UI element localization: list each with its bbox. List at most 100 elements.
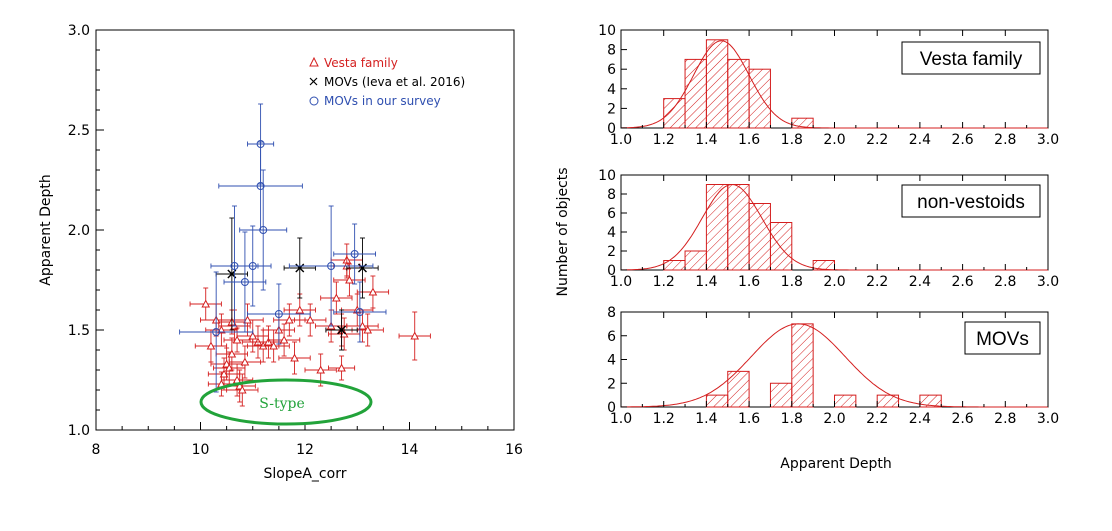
histogram-title: Vesta family bbox=[920, 49, 1023, 70]
histogram-x-tick-label: 1.0 bbox=[610, 411, 632, 427]
scatter-y-label: Apparent Depth bbox=[38, 174, 54, 285]
histogram-x-tick-label: 1.6 bbox=[738, 132, 760, 148]
histogram-bar bbox=[705, 39, 729, 129]
histogram-y-tick-label: 4 bbox=[607, 225, 616, 241]
data-point-triangle bbox=[284, 315, 294, 324]
movs-survey-series bbox=[179, 103, 387, 393]
histogram-y-tick-label: 8 bbox=[607, 187, 616, 203]
histogram-x-tick-label: 2.6 bbox=[951, 411, 973, 427]
data-point-triangle bbox=[316, 365, 326, 374]
histogram-x-tick-label: 2.2 bbox=[866, 132, 888, 148]
data-point-triangle bbox=[358, 321, 367, 330]
data-point-triangle bbox=[201, 299, 211, 308]
histogram-x-tick-label: 3.0 bbox=[1037, 411, 1059, 427]
histogram-bar bbox=[684, 58, 707, 129]
data-point-triangle bbox=[339, 329, 349, 338]
scatter-legend: Vesta family MOVs (Ieva et al. 2016) MOV… bbox=[309, 56, 465, 108]
data-point-circle bbox=[259, 226, 268, 234]
histogram-x-tick-label: 3.0 bbox=[1037, 274, 1059, 290]
s-type-ellipse bbox=[199, 378, 373, 426]
histogram-y-tick-label: 10 bbox=[598, 23, 616, 39]
data-point-triangle bbox=[240, 357, 250, 366]
histogram-title-box bbox=[964, 321, 1041, 355]
histogram-bar bbox=[684, 250, 707, 271]
histogram-x-tick-label: 2.0 bbox=[823, 274, 845, 290]
histogram-x-tick-label: 2.6 bbox=[951, 274, 973, 290]
histogram-y-tick-label: 4 bbox=[607, 82, 616, 98]
histogram-x-tick-label: 1.4 bbox=[695, 411, 717, 427]
scatter-y-tick-label: 2.5 bbox=[68, 123, 90, 139]
histogram-x-tick-label: 1.6 bbox=[738, 274, 760, 290]
histogram-y-tick-label: 0 bbox=[607, 121, 616, 137]
scatter-y-tick-label: 1.5 bbox=[68, 323, 90, 339]
histogram-title-box bbox=[901, 41, 1041, 75]
histogram-bar bbox=[705, 184, 729, 271]
histogram-x-tick-label: 2.2 bbox=[866, 274, 888, 290]
scatter-x-tick-label: 12 bbox=[296, 442, 314, 458]
histogram-y-tick-label: 2 bbox=[607, 101, 616, 117]
histogram-bar bbox=[769, 222, 793, 271]
scatter-x-tick-label: 10 bbox=[192, 442, 210, 458]
scatter-panel: 8 10 12 14 16 1.0 1.5 2.0 2.5 3.0 SlopeA_corr Ap… bbox=[38, 23, 523, 482]
histogram-y-tick-label: 0 bbox=[607, 400, 616, 416]
histogram-x-tick-label: 1.6 bbox=[738, 411, 760, 427]
histogram-y-label: Number of objects bbox=[555, 167, 571, 296]
gaussian-fit-curve bbox=[621, 323, 1048, 408]
histogram-x-tick-label: 2.0 bbox=[823, 132, 845, 148]
movs-ieva-series bbox=[215, 217, 379, 351]
histogram-x-tick-label: 2.4 bbox=[909, 274, 931, 290]
data-point-circle bbox=[256, 182, 265, 190]
histogram-x-tick-label: 1.8 bbox=[781, 132, 803, 148]
histogram-bar bbox=[791, 323, 814, 408]
histogram-x-tick-label: 1.4 bbox=[695, 132, 717, 148]
data-point-triangle bbox=[337, 363, 346, 372]
histogram-y-tick-label: 0 bbox=[607, 263, 616, 279]
data-point-triangle bbox=[305, 315, 315, 324]
histogram-title-box bbox=[901, 184, 1041, 218]
legend-x-icon bbox=[309, 77, 318, 86]
histogram-x-tick-label: 2.4 bbox=[909, 132, 931, 148]
histogram-y-tick-label: 4 bbox=[607, 353, 616, 369]
s-type-label: S-type bbox=[259, 396, 305, 412]
data-point-triangle bbox=[232, 335, 242, 344]
data-point-triangle bbox=[332, 293, 341, 302]
histogram-x-tick-label: 1.4 bbox=[695, 274, 717, 290]
data-point-triangle bbox=[290, 353, 299, 362]
data-point-triangle bbox=[269, 341, 278, 350]
histogram-x-tick-label: 2.8 bbox=[994, 274, 1016, 290]
data-point-triangle bbox=[410, 331, 420, 340]
data-point-x bbox=[337, 325, 347, 335]
histogram-movs: 1.0 1.2 1.4 1.6 1.8 2.0 2.2 2.4 2.6 2.8 3.0 0 2 4 6 8 MO… bbox=[607, 305, 1059, 427]
scatter-y-tick-label: 3.0 bbox=[68, 23, 90, 39]
data-point-triangle bbox=[279, 335, 289, 344]
histogram-y-tick-label: 2 bbox=[607, 244, 616, 260]
data-point-triangle bbox=[363, 325, 373, 334]
scatter-x-tick-label: 8 bbox=[92, 442, 101, 458]
histogram-x-tick-label: 2.4 bbox=[909, 411, 931, 427]
data-point-triangle bbox=[243, 315, 252, 324]
data-point-circle bbox=[212, 328, 221, 336]
histogram-x-tick-label: 1.8 bbox=[781, 411, 803, 427]
histogram-bar bbox=[705, 394, 729, 408]
histogram-y-tick-label: 6 bbox=[607, 206, 616, 222]
histogram-bar bbox=[769, 382, 793, 408]
histogram-x-tick-label: 2.2 bbox=[866, 411, 888, 427]
data-point-triangle bbox=[206, 341, 216, 350]
data-point-circle bbox=[274, 310, 283, 318]
histogram-y-tick-label: 6 bbox=[607, 62, 616, 78]
legend-movs-ieva-label: MOVs (Ieva et al. 2016) bbox=[324, 75, 465, 89]
histogram-x-tick-label: 1.2 bbox=[653, 411, 675, 427]
scatter-x-tick-label: 16 bbox=[505, 442, 523, 458]
data-point-x bbox=[357, 263, 367, 273]
legend-triangle-icon bbox=[309, 56, 319, 67]
data-point-triangle bbox=[224, 363, 234, 372]
histogram-bar bbox=[748, 68, 771, 129]
histogram-x-tick-label: 2.8 bbox=[994, 411, 1016, 427]
histogram-y-tick-label: 8 bbox=[607, 43, 616, 59]
data-point-x bbox=[295, 263, 305, 273]
histogram-bar bbox=[727, 184, 750, 271]
legend-vesta-label: Vesta family bbox=[324, 56, 398, 70]
histogram-x-label: Apparent Depth bbox=[780, 456, 891, 472]
histogram-bar bbox=[727, 370, 750, 408]
